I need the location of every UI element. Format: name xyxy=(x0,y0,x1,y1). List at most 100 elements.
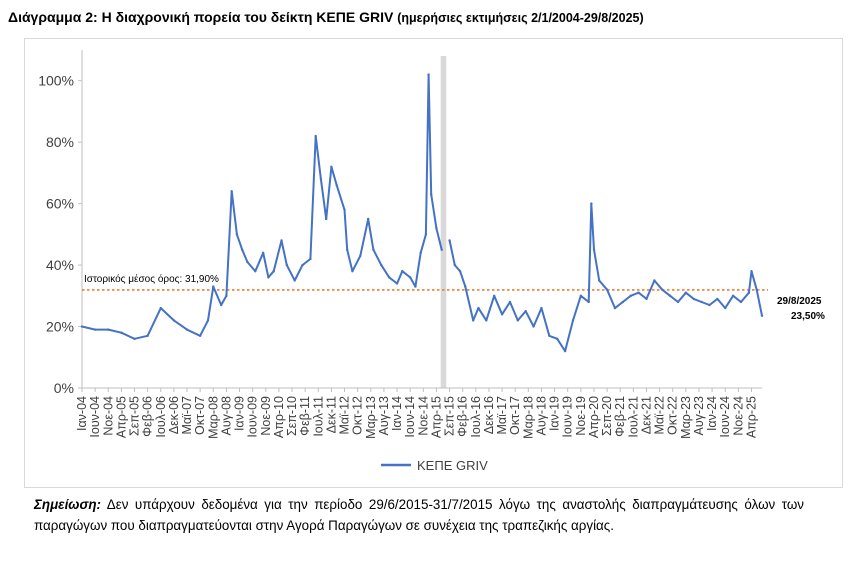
data-point xyxy=(493,294,496,298)
x-tick-label: Νοε-24 xyxy=(731,396,745,436)
x-tick-label: Νοε-14 xyxy=(416,396,430,436)
data-point xyxy=(330,165,333,168)
x-tick-label: Ιουν-04 xyxy=(88,396,102,438)
x-tick-label: Μαρ-08 xyxy=(206,396,220,439)
data-point xyxy=(185,328,189,331)
x-tick-label: Φεβ-06 xyxy=(141,396,155,437)
x-tick-label: Ιαν-24 xyxy=(705,396,719,431)
data-point xyxy=(372,248,375,251)
data-point xyxy=(80,325,84,328)
data-point xyxy=(508,300,512,304)
x-tick-label: Ιουν-24 xyxy=(718,396,732,438)
data-point xyxy=(225,294,228,298)
data-point xyxy=(471,319,475,322)
data-point xyxy=(351,270,354,273)
x-tick-label: Μαρ-23 xyxy=(679,396,693,439)
x-tick-label: Μαρ-13 xyxy=(364,396,378,439)
x-tick-label: Μαϊ-17 xyxy=(495,396,509,435)
data-point xyxy=(309,257,312,261)
data-point xyxy=(235,233,239,236)
data-point xyxy=(424,233,428,236)
x-tick-label: Αυγ-08 xyxy=(219,396,233,436)
gap-period-band xyxy=(440,56,447,388)
data-point xyxy=(254,270,257,273)
x-tick-label: Αυγ-13 xyxy=(377,396,391,436)
data-point xyxy=(464,285,467,288)
data-point xyxy=(343,208,346,211)
data-point xyxy=(324,217,328,221)
data-point xyxy=(485,319,488,322)
data-point xyxy=(206,319,210,322)
x-tick-label: Μαρ-18 xyxy=(521,396,535,439)
data-point xyxy=(387,276,391,279)
x-tick-label: Απρ-15 xyxy=(429,396,443,438)
data-point xyxy=(408,276,412,279)
data-point xyxy=(592,248,596,251)
x-tick-label: Ιουν-19 xyxy=(561,396,575,438)
data-point xyxy=(93,328,97,331)
data-point xyxy=(267,276,270,279)
data-point xyxy=(760,314,764,317)
data-point xyxy=(212,285,215,288)
x-tick-label: Απρ-05 xyxy=(114,396,128,438)
data-point xyxy=(747,291,751,294)
data-point xyxy=(272,270,275,273)
data-point xyxy=(540,306,543,310)
x-tick-label: Δεκ-11 xyxy=(324,396,338,433)
x-tick-label: Φεβ-21 xyxy=(613,396,627,437)
data-point xyxy=(598,279,601,282)
x-tick-label: Δεκ-21 xyxy=(639,396,653,434)
x-tick-label: Φεβ-11 xyxy=(298,396,312,436)
data-point xyxy=(629,294,632,298)
data-point xyxy=(692,297,695,301)
data-point xyxy=(637,291,640,294)
x-tick-label: Οκτ-22 xyxy=(666,396,680,435)
x-tick-label: Απρ-25 xyxy=(744,396,758,438)
x-tick-label: Ιαν-14 xyxy=(390,396,404,431)
x-tick-label: Ιαν-04 xyxy=(75,396,89,431)
y-tick-label: 20% xyxy=(46,319,74,335)
data-point xyxy=(293,279,296,282)
data-point xyxy=(458,270,462,273)
data-point xyxy=(419,251,422,254)
data-point xyxy=(172,319,176,322)
x-tick-label: Νοε-19 xyxy=(574,396,588,436)
data-point xyxy=(532,325,535,328)
data-point xyxy=(429,193,433,196)
legend-label: ΚΕΠΕ GRIV xyxy=(417,458,488,473)
data-point xyxy=(198,334,202,337)
data-point xyxy=(500,313,504,316)
data-point xyxy=(653,279,656,282)
data-point xyxy=(716,297,719,301)
x-tick-label: Αυγ-23 xyxy=(692,396,706,436)
data-point xyxy=(556,337,559,341)
data-point xyxy=(548,334,551,337)
footnote-lead: Σημείωση: xyxy=(34,497,101,512)
data-point xyxy=(427,73,430,76)
x-tick-label: Οκτ-12 xyxy=(351,396,365,435)
x-tick-label: Ιουλ-11 xyxy=(311,396,325,437)
x-tick-label: Σεπ-10 xyxy=(285,396,299,436)
x-tick-label: Σεπ-15 xyxy=(443,396,457,436)
x-tick-label: Αυγ-18 xyxy=(534,396,548,436)
series-line-kepe-griv xyxy=(81,73,763,353)
chart: 0%20%40%60%80%100%Ιαν-04 Ιουν-04 Νοε-04 Απρ… xyxy=(38,50,825,473)
x-tick-label: Μαϊ-07 xyxy=(180,396,194,435)
x-tick-label: Δεκ-06 xyxy=(167,396,181,434)
end-date-label: 29/8/2025 xyxy=(777,296,822,307)
data-point xyxy=(159,306,162,310)
data-point xyxy=(219,303,223,307)
x-tick-label: Νοε-04 xyxy=(101,396,115,436)
y-tick-label: 0% xyxy=(54,380,74,396)
x-tick-label: Ιουλ-16 xyxy=(469,396,483,438)
x-tick-label: Ιουν-14 xyxy=(403,396,417,438)
data-point xyxy=(395,282,399,285)
data-point xyxy=(246,260,249,264)
data-point xyxy=(319,177,323,181)
data-point xyxy=(708,303,711,307)
chart-title-sub: (ημερήσιες εκτιμήσεις 2/1/2004-29/8/2025… xyxy=(397,11,644,25)
data-point xyxy=(605,288,609,291)
footnote-text: Δεν υπάρχουν δεδομένα για την περίοδο 29… xyxy=(34,497,804,533)
x-tick-label: Ιουν-09 xyxy=(246,396,260,438)
x-tick-label: Σεπ-20 xyxy=(600,396,614,436)
